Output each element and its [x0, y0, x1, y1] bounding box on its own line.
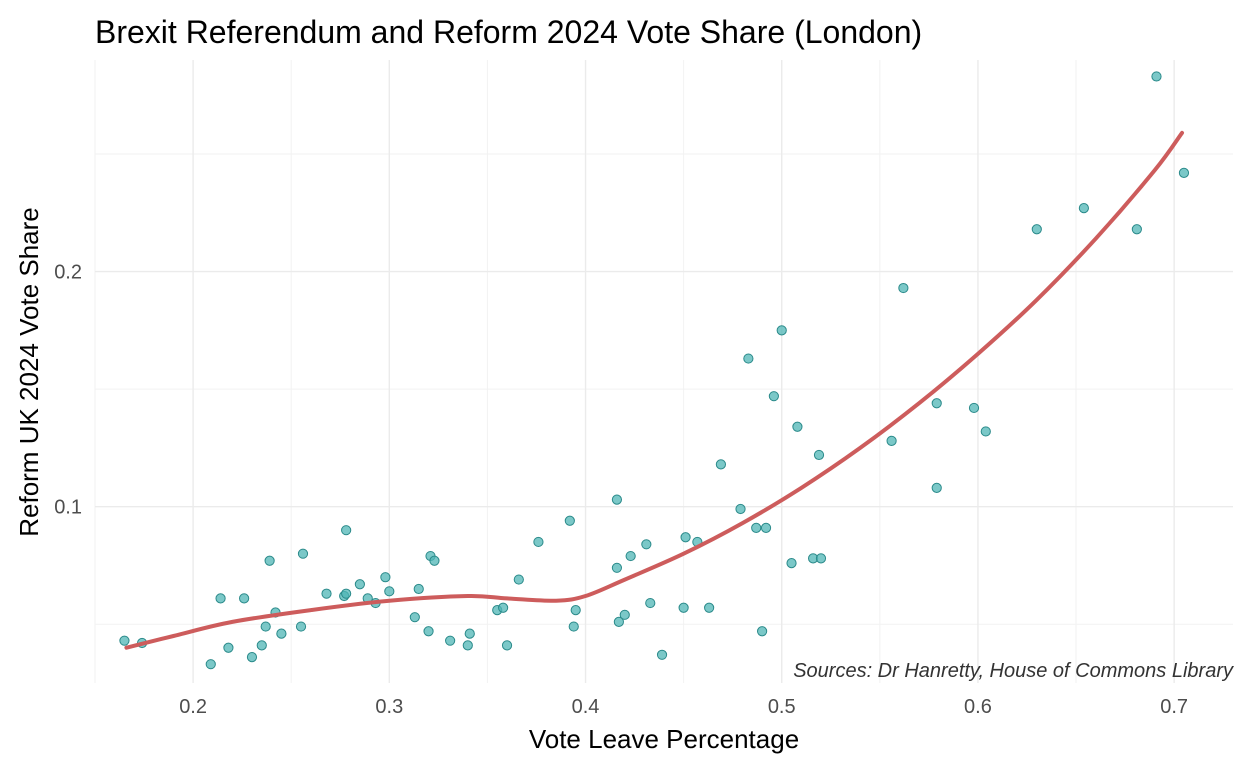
data-point [119, 635, 130, 646]
data-point [760, 522, 772, 533]
data-point [735, 503, 746, 515]
x-tick-label: 0.6 [964, 696, 992, 718]
data-point [645, 597, 656, 609]
data-point [980, 426, 991, 437]
data-point [215, 593, 226, 604]
data-point [464, 628, 475, 639]
data-point [704, 602, 715, 613]
data-point [1178, 167, 1190, 178]
data-point [715, 459, 727, 470]
data-point [462, 640, 473, 651]
data-point [968, 402, 980, 414]
data-point [223, 642, 234, 653]
trend-line [124, 130, 1184, 650]
data-point [264, 555, 275, 566]
data-point [1031, 224, 1042, 235]
data-point [533, 536, 544, 548]
x-axis-ticks: 0.2 0.3 0.4 0.5 0.6 0.7 [179, 696, 1188, 718]
data-point [678, 602, 689, 613]
data-point [1131, 224, 1142, 235]
data-point [498, 602, 509, 613]
data-point [611, 494, 623, 505]
data-point [354, 579, 365, 590]
data-point [776, 325, 787, 336]
data-point [239, 593, 250, 604]
x-tick-label: 0.4 [572, 696, 600, 718]
data-point [786, 558, 797, 569]
data-point [813, 449, 825, 461]
y-axis-ticks: 0.1 0.2 [54, 262, 82, 519]
data-point [656, 649, 668, 660]
data-point [792, 421, 803, 432]
data-point [276, 628, 287, 639]
x-tick-label: 0.3 [375, 696, 403, 718]
x-tick-label: 0.5 [768, 696, 796, 718]
chart-title: Brexit Referendum and Reform 2024 Vote S… [95, 14, 922, 50]
data-point [513, 574, 524, 585]
data-point [297, 548, 309, 559]
data-point [815, 553, 827, 564]
data-point [295, 621, 307, 632]
data-point [898, 282, 909, 294]
data-point [413, 583, 424, 595]
data-point [321, 588, 332, 599]
data-point [501, 640, 513, 651]
source-caption: Sources: Dr Hanretty, House of Commons L… [793, 660, 1234, 682]
data-point [751, 522, 762, 533]
data-point [611, 562, 623, 573]
data-point [384, 586, 395, 597]
data-point [1151, 71, 1162, 82]
data-point [570, 605, 581, 616]
data-point [641, 539, 652, 550]
x-axis-title: Vote Leave Percentage [529, 724, 799, 754]
data-point [409, 612, 420, 623]
data-point [341, 525, 352, 536]
data-point [380, 572, 391, 583]
y-axis-title: Reform UK 2024 Vote Share [14, 207, 44, 537]
data-point [680, 532, 691, 543]
data-point [619, 609, 630, 620]
data-point [613, 616, 624, 627]
data-point [341, 588, 352, 599]
y-tick-label: 0.1 [54, 497, 82, 519]
data-point [743, 353, 754, 364]
data-point [625, 550, 636, 562]
data-point [564, 515, 575, 526]
data-point [1078, 203, 1089, 214]
data-points [119, 71, 1190, 670]
data-point [445, 635, 456, 646]
data-point [429, 555, 440, 566]
data-point [246, 652, 258, 663]
data-point [256, 640, 267, 651]
x-tick-label: 0.2 [179, 696, 207, 718]
data-point [423, 626, 434, 637]
data-point [931, 398, 942, 409]
y-tick-label: 0.2 [54, 262, 82, 284]
data-point [886, 435, 897, 446]
x-tick-label: 0.7 [1160, 696, 1188, 718]
data-point [757, 626, 768, 637]
data-point [205, 659, 216, 670]
data-point [768, 391, 779, 402]
grid [94, 60, 1233, 683]
data-point [568, 621, 579, 632]
data-point [931, 482, 942, 493]
data-point [260, 621, 271, 632]
